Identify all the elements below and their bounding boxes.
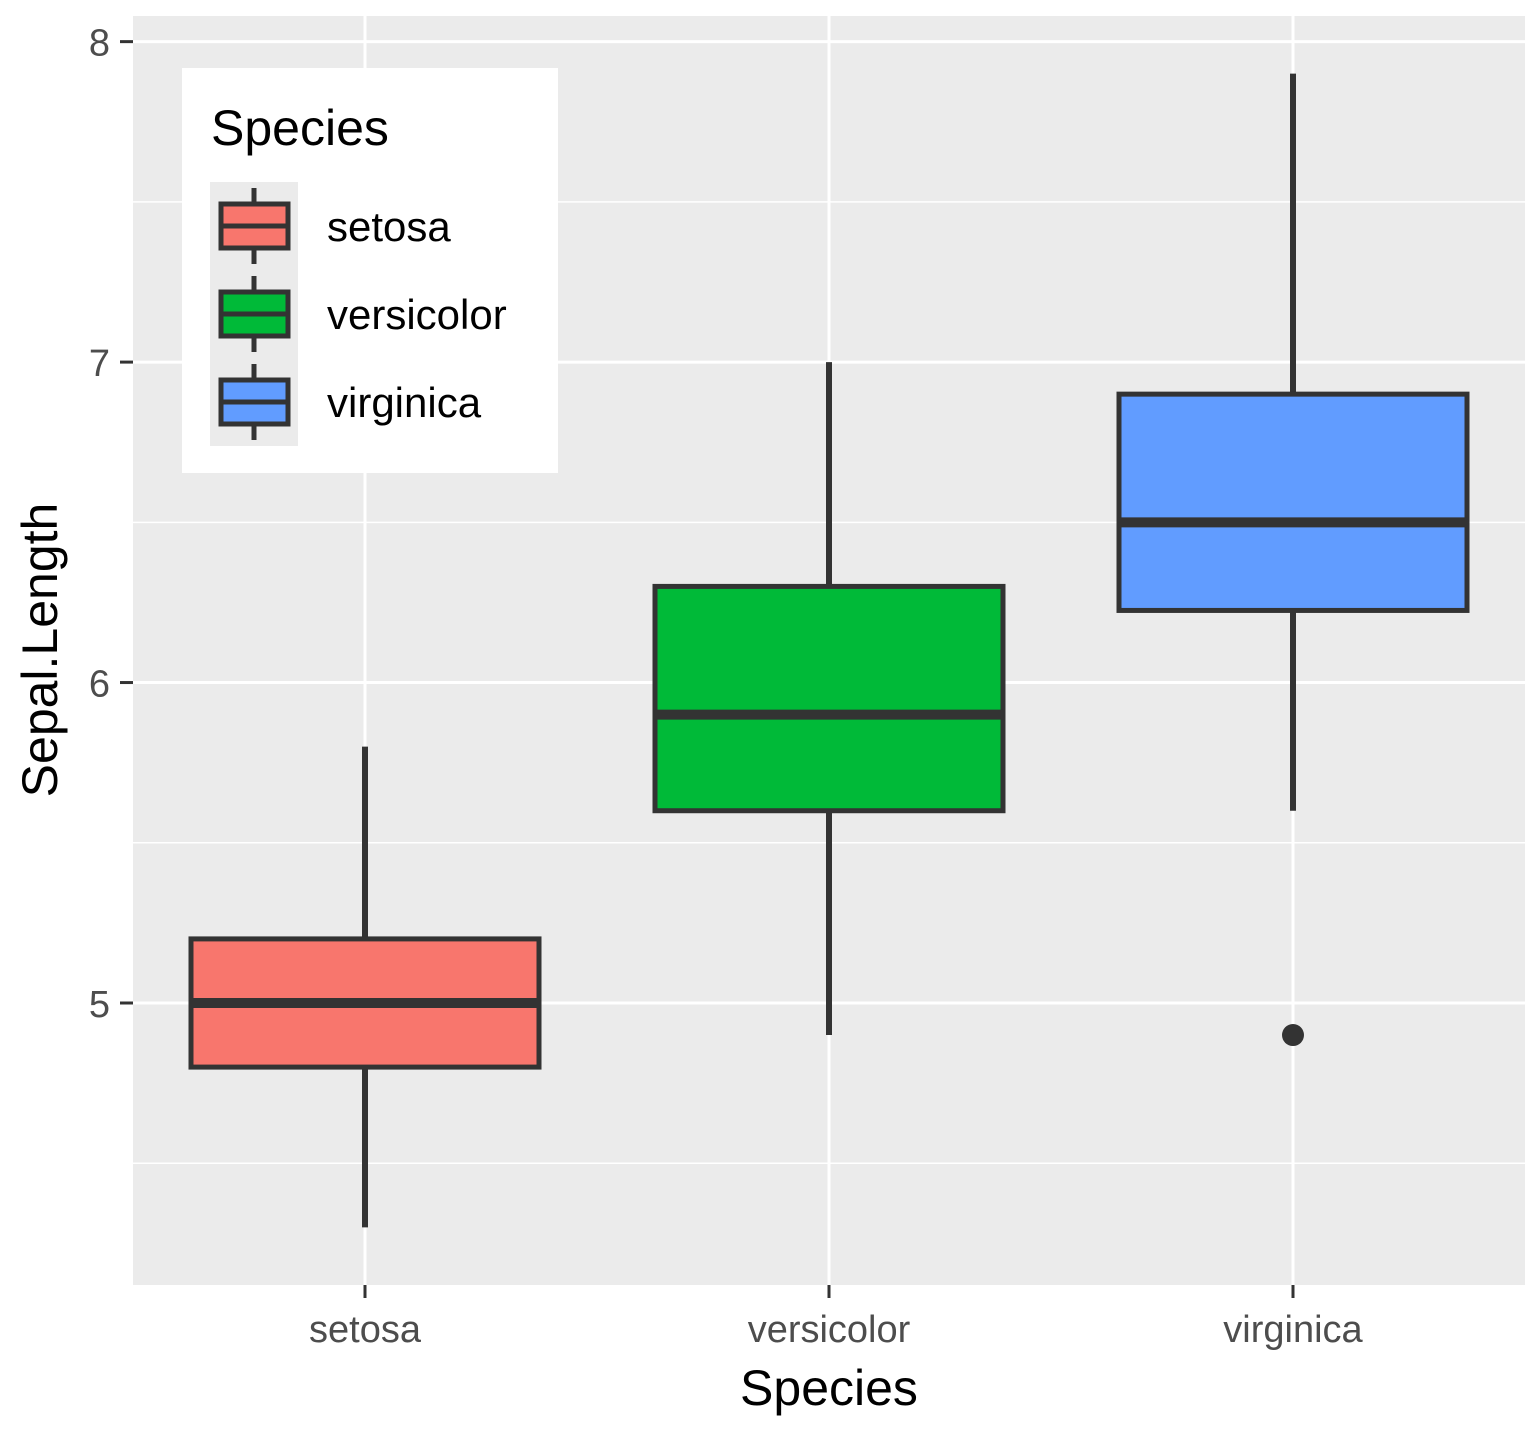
legend-item-virginica: virginica — [210, 358, 482, 446]
x-axis-title: Species — [740, 1360, 918, 1416]
legend-item-setosa: setosa — [210, 182, 451, 270]
legend-item-versicolor: versicolor — [210, 270, 507, 358]
box-virginica — [1116, 73, 1470, 1047]
box-versicolor — [652, 362, 1006, 1036]
legend-title: Species — [211, 100, 389, 156]
box-iqr — [652, 583, 1006, 814]
y-tick-label: 6 — [89, 664, 110, 706]
legend-label: setosa — [327, 203, 451, 250]
outlier-point — [1282, 1024, 1304, 1047]
y-tick-label: 7 — [89, 343, 110, 385]
legend: Species setosa versicolor virginica — [182, 68, 558, 473]
x-tick-label: setosa — [309, 1309, 422, 1351]
y-tick-label: 5 — [89, 984, 110, 1026]
box-iqr — [1116, 391, 1470, 613]
x-tick-label: virginica — [1223, 1309, 1363, 1351]
y-tick-label: 8 — [89, 23, 110, 65]
legend-label: virginica — [327, 379, 482, 426]
legend-label: versicolor — [327, 291, 507, 338]
y-axis-title: Sepal.Length — [12, 503, 68, 798]
box-setosa — [188, 746, 542, 1228]
x-tick-label: versicolor — [748, 1309, 911, 1351]
